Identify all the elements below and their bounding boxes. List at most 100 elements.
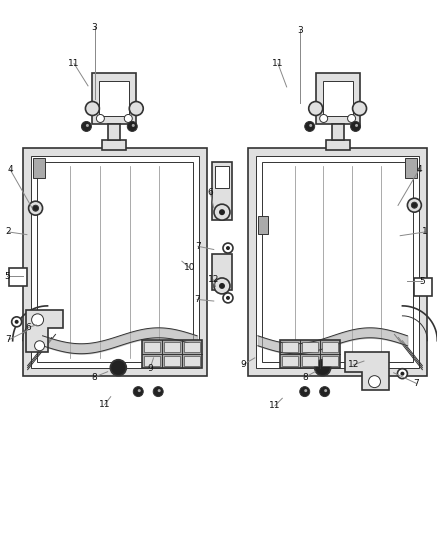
Text: 8: 8 bbox=[92, 373, 97, 382]
Bar bbox=[280, 340, 339, 368]
Circle shape bbox=[153, 386, 163, 397]
Text: 8: 8 bbox=[303, 373, 308, 382]
Text: 1: 1 bbox=[422, 228, 428, 237]
Bar bbox=[9, 268, 27, 286]
Bar bbox=[326, 140, 350, 150]
Circle shape bbox=[223, 243, 233, 253]
Text: 3: 3 bbox=[297, 26, 303, 35]
Bar bbox=[99, 80, 129, 117]
Circle shape bbox=[127, 122, 137, 132]
Circle shape bbox=[226, 246, 230, 250]
Text: 7: 7 bbox=[194, 295, 200, 304]
Text: 7: 7 bbox=[6, 335, 11, 344]
Circle shape bbox=[85, 101, 99, 116]
Circle shape bbox=[407, 198, 421, 212]
Bar bbox=[258, 216, 268, 234]
Circle shape bbox=[81, 122, 92, 132]
Circle shape bbox=[32, 205, 39, 211]
Bar bbox=[108, 124, 120, 140]
Circle shape bbox=[214, 204, 230, 220]
Text: 12: 12 bbox=[348, 360, 359, 369]
Circle shape bbox=[305, 122, 314, 132]
Text: 7: 7 bbox=[413, 379, 419, 388]
Bar bbox=[414, 278, 432, 296]
Circle shape bbox=[355, 124, 358, 127]
Circle shape bbox=[300, 386, 310, 397]
Circle shape bbox=[133, 386, 143, 397]
Bar bbox=[37, 163, 193, 362]
Text: 9: 9 bbox=[240, 360, 246, 369]
Bar bbox=[332, 124, 343, 140]
Circle shape bbox=[28, 201, 42, 215]
Bar bbox=[142, 340, 202, 368]
Bar bbox=[184, 342, 200, 352]
Bar bbox=[102, 140, 126, 150]
Circle shape bbox=[132, 124, 135, 127]
Text: 7: 7 bbox=[195, 242, 201, 251]
Circle shape bbox=[309, 124, 312, 127]
Circle shape bbox=[223, 293, 233, 303]
Bar bbox=[215, 166, 229, 188]
Text: 6: 6 bbox=[25, 323, 31, 332]
Bar bbox=[248, 148, 427, 376]
Circle shape bbox=[14, 320, 19, 324]
Text: 5: 5 bbox=[419, 277, 425, 286]
Circle shape bbox=[348, 115, 356, 123]
Bar bbox=[184, 356, 200, 366]
Circle shape bbox=[309, 101, 323, 116]
Text: 12: 12 bbox=[208, 275, 219, 284]
Circle shape bbox=[400, 372, 404, 376]
Circle shape bbox=[314, 360, 331, 376]
Text: 10: 10 bbox=[184, 263, 195, 272]
Bar bbox=[144, 356, 160, 366]
Bar bbox=[164, 356, 180, 366]
Circle shape bbox=[35, 341, 45, 351]
Bar bbox=[212, 254, 232, 290]
Text: 4: 4 bbox=[416, 165, 422, 174]
Polygon shape bbox=[345, 352, 389, 390]
Text: 4: 4 bbox=[7, 165, 13, 174]
Bar bbox=[316, 72, 360, 124]
Circle shape bbox=[219, 283, 225, 289]
Bar bbox=[302, 342, 318, 352]
Circle shape bbox=[411, 202, 417, 208]
Bar bbox=[144, 342, 160, 352]
Circle shape bbox=[124, 115, 132, 123]
Circle shape bbox=[353, 101, 367, 116]
Circle shape bbox=[350, 122, 360, 132]
Bar bbox=[256, 156, 419, 368]
Circle shape bbox=[226, 296, 230, 300]
Bar bbox=[31, 156, 199, 368]
Circle shape bbox=[96, 115, 104, 123]
Circle shape bbox=[138, 389, 141, 392]
Bar bbox=[406, 158, 417, 178]
Text: 11: 11 bbox=[99, 400, 110, 409]
Text: 11: 11 bbox=[68, 59, 80, 68]
Circle shape bbox=[32, 314, 43, 326]
Bar bbox=[262, 163, 413, 362]
Circle shape bbox=[86, 124, 89, 127]
Bar bbox=[282, 342, 298, 352]
Circle shape bbox=[12, 317, 21, 327]
Bar bbox=[164, 342, 180, 352]
Bar bbox=[302, 356, 318, 366]
Circle shape bbox=[214, 278, 230, 294]
Text: 3: 3 bbox=[92, 23, 97, 32]
Bar bbox=[282, 356, 298, 366]
Circle shape bbox=[368, 376, 381, 387]
Bar bbox=[323, 80, 353, 117]
Text: 11: 11 bbox=[269, 401, 281, 410]
Bar bbox=[321, 356, 338, 366]
Circle shape bbox=[397, 369, 407, 378]
Circle shape bbox=[129, 101, 143, 116]
Circle shape bbox=[320, 115, 328, 123]
Circle shape bbox=[158, 389, 161, 392]
Bar bbox=[32, 158, 45, 178]
Circle shape bbox=[219, 209, 225, 215]
Text: 6: 6 bbox=[207, 188, 213, 197]
Text: 11: 11 bbox=[272, 59, 284, 68]
Circle shape bbox=[304, 389, 307, 392]
Bar bbox=[321, 342, 338, 352]
Text: 9: 9 bbox=[147, 364, 153, 373]
Circle shape bbox=[320, 386, 330, 397]
